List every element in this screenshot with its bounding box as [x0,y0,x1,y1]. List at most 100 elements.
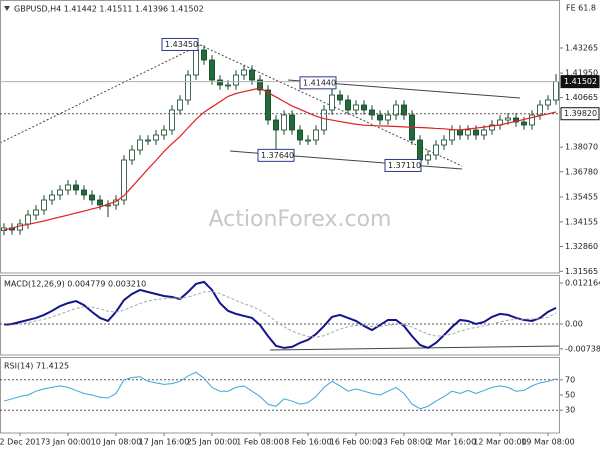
candle-body [433,144,439,156]
candle-body [337,94,343,101]
x-tick-label: 1 Feb 08:00 [236,438,283,447]
candle-body [73,184,79,191]
price-panel [0,0,560,274]
y-tick-label: 50 [565,391,575,400]
annotation-box [299,76,337,90]
y-tick-label: 1.35455 [565,193,598,202]
x-tick-label: 19 Mar 08:00 [521,438,574,447]
y-tick-label: 70 [565,375,575,384]
candle-body [537,104,543,116]
candle-body [25,214,31,225]
candle-body [553,81,559,101]
watermark: ActionForex.com [209,207,392,232]
candle-body [225,84,231,87]
panel-title: GBPUSD,H4 1.41442 1.41511 1.41396 1.4150… [14,5,204,14]
x-tick-label: 12 Mar 00:00 [473,438,526,447]
candle-body [281,114,287,131]
x-tick-label: 2 Mar 16:00 [428,438,476,447]
candle-body [65,184,71,191]
rsi-panel [0,357,560,434]
candle-body [185,74,191,101]
candle-body [297,129,303,141]
indicator-line [3,371,557,410]
candle-body [241,69,247,76]
trendline [0,44,201,144]
candle-body [209,59,215,81]
candle-body [345,99,351,111]
candle-body [49,194,55,201]
y-tick-label: 30 [565,406,575,415]
x-tick-label: 10 Jan 08:00 [91,438,142,447]
macd-trendline [269,345,561,351]
candle-body [481,129,487,136]
y-tick-label: -0.007384 [565,344,600,353]
candle-body [217,79,223,86]
indicator-line [3,290,557,338]
y-tick-label: 1.40665 [565,93,598,102]
panel-title: RSI(14) 71.4125 [4,362,69,371]
candle-body [97,199,103,206]
candle-body [425,154,431,161]
candle-body [361,104,367,111]
candle-body [489,124,495,131]
candle-body [505,117,511,121]
panel-title: MACD(12,26,9) 0.004779 0.003210 [4,280,146,289]
candle-body [393,104,399,116]
candle-body [129,149,135,161]
y-tick-label: 0.00 [565,319,583,328]
candle-body [121,159,127,201]
candle-body [457,129,463,136]
candle-body [313,129,319,141]
candle-body [41,199,47,211]
subtitle: FE 61.8 [566,4,596,13]
annotation-label: 1.43450 [165,40,198,49]
candle-body [33,209,39,216]
candle-body [513,117,519,123]
macd-panel [0,275,560,356]
annotation-box [384,158,422,172]
annotation-label: 1.41440 [303,78,336,87]
candle-body [169,109,175,131]
candle-body [265,89,271,121]
candle-body [233,74,239,86]
x-tick-label: 22 Dec 2017 [0,438,46,447]
candle-body [193,49,199,76]
y-tick-label: 1.32860 [565,242,598,251]
x-tick-label: 8 Feb 16:00 [284,438,331,447]
candle-body [305,139,311,142]
candle-body [321,109,327,131]
y-tick-label: 1.36780 [565,167,598,176]
candle-body [529,114,535,126]
candle-body [473,129,479,136]
y-tick-label: 1.43265 [565,43,598,52]
candle-body [545,99,551,106]
x-tick-label: 23 Feb 08:00 [378,438,430,447]
y-tick-label: 1.38070 [565,143,598,152]
candle-body [289,114,295,131]
candle-body [353,104,359,111]
candle-body [201,49,207,61]
y-tick-label: 1.31565 [565,267,598,276]
candle-body [273,119,279,131]
candle-body [177,99,183,111]
candle-body [449,129,455,141]
candle-body [329,94,335,111]
candle-body [257,79,263,91]
annotation-label: 1.37110 [388,161,421,170]
candle-body [57,189,63,196]
price-level-box [560,75,600,89]
candle-body [465,129,471,136]
candle-body [417,139,423,161]
y-tick-label: 0.012164 [565,279,600,288]
x-tick-label: 25 Jan 00:00 [187,438,238,447]
candle-body [401,104,407,116]
annotation-box [257,148,295,162]
candle-body [89,194,95,201]
candle-body [369,109,375,116]
indicator-line [3,280,557,350]
candle-body [137,139,143,151]
candle-body [521,121,527,126]
